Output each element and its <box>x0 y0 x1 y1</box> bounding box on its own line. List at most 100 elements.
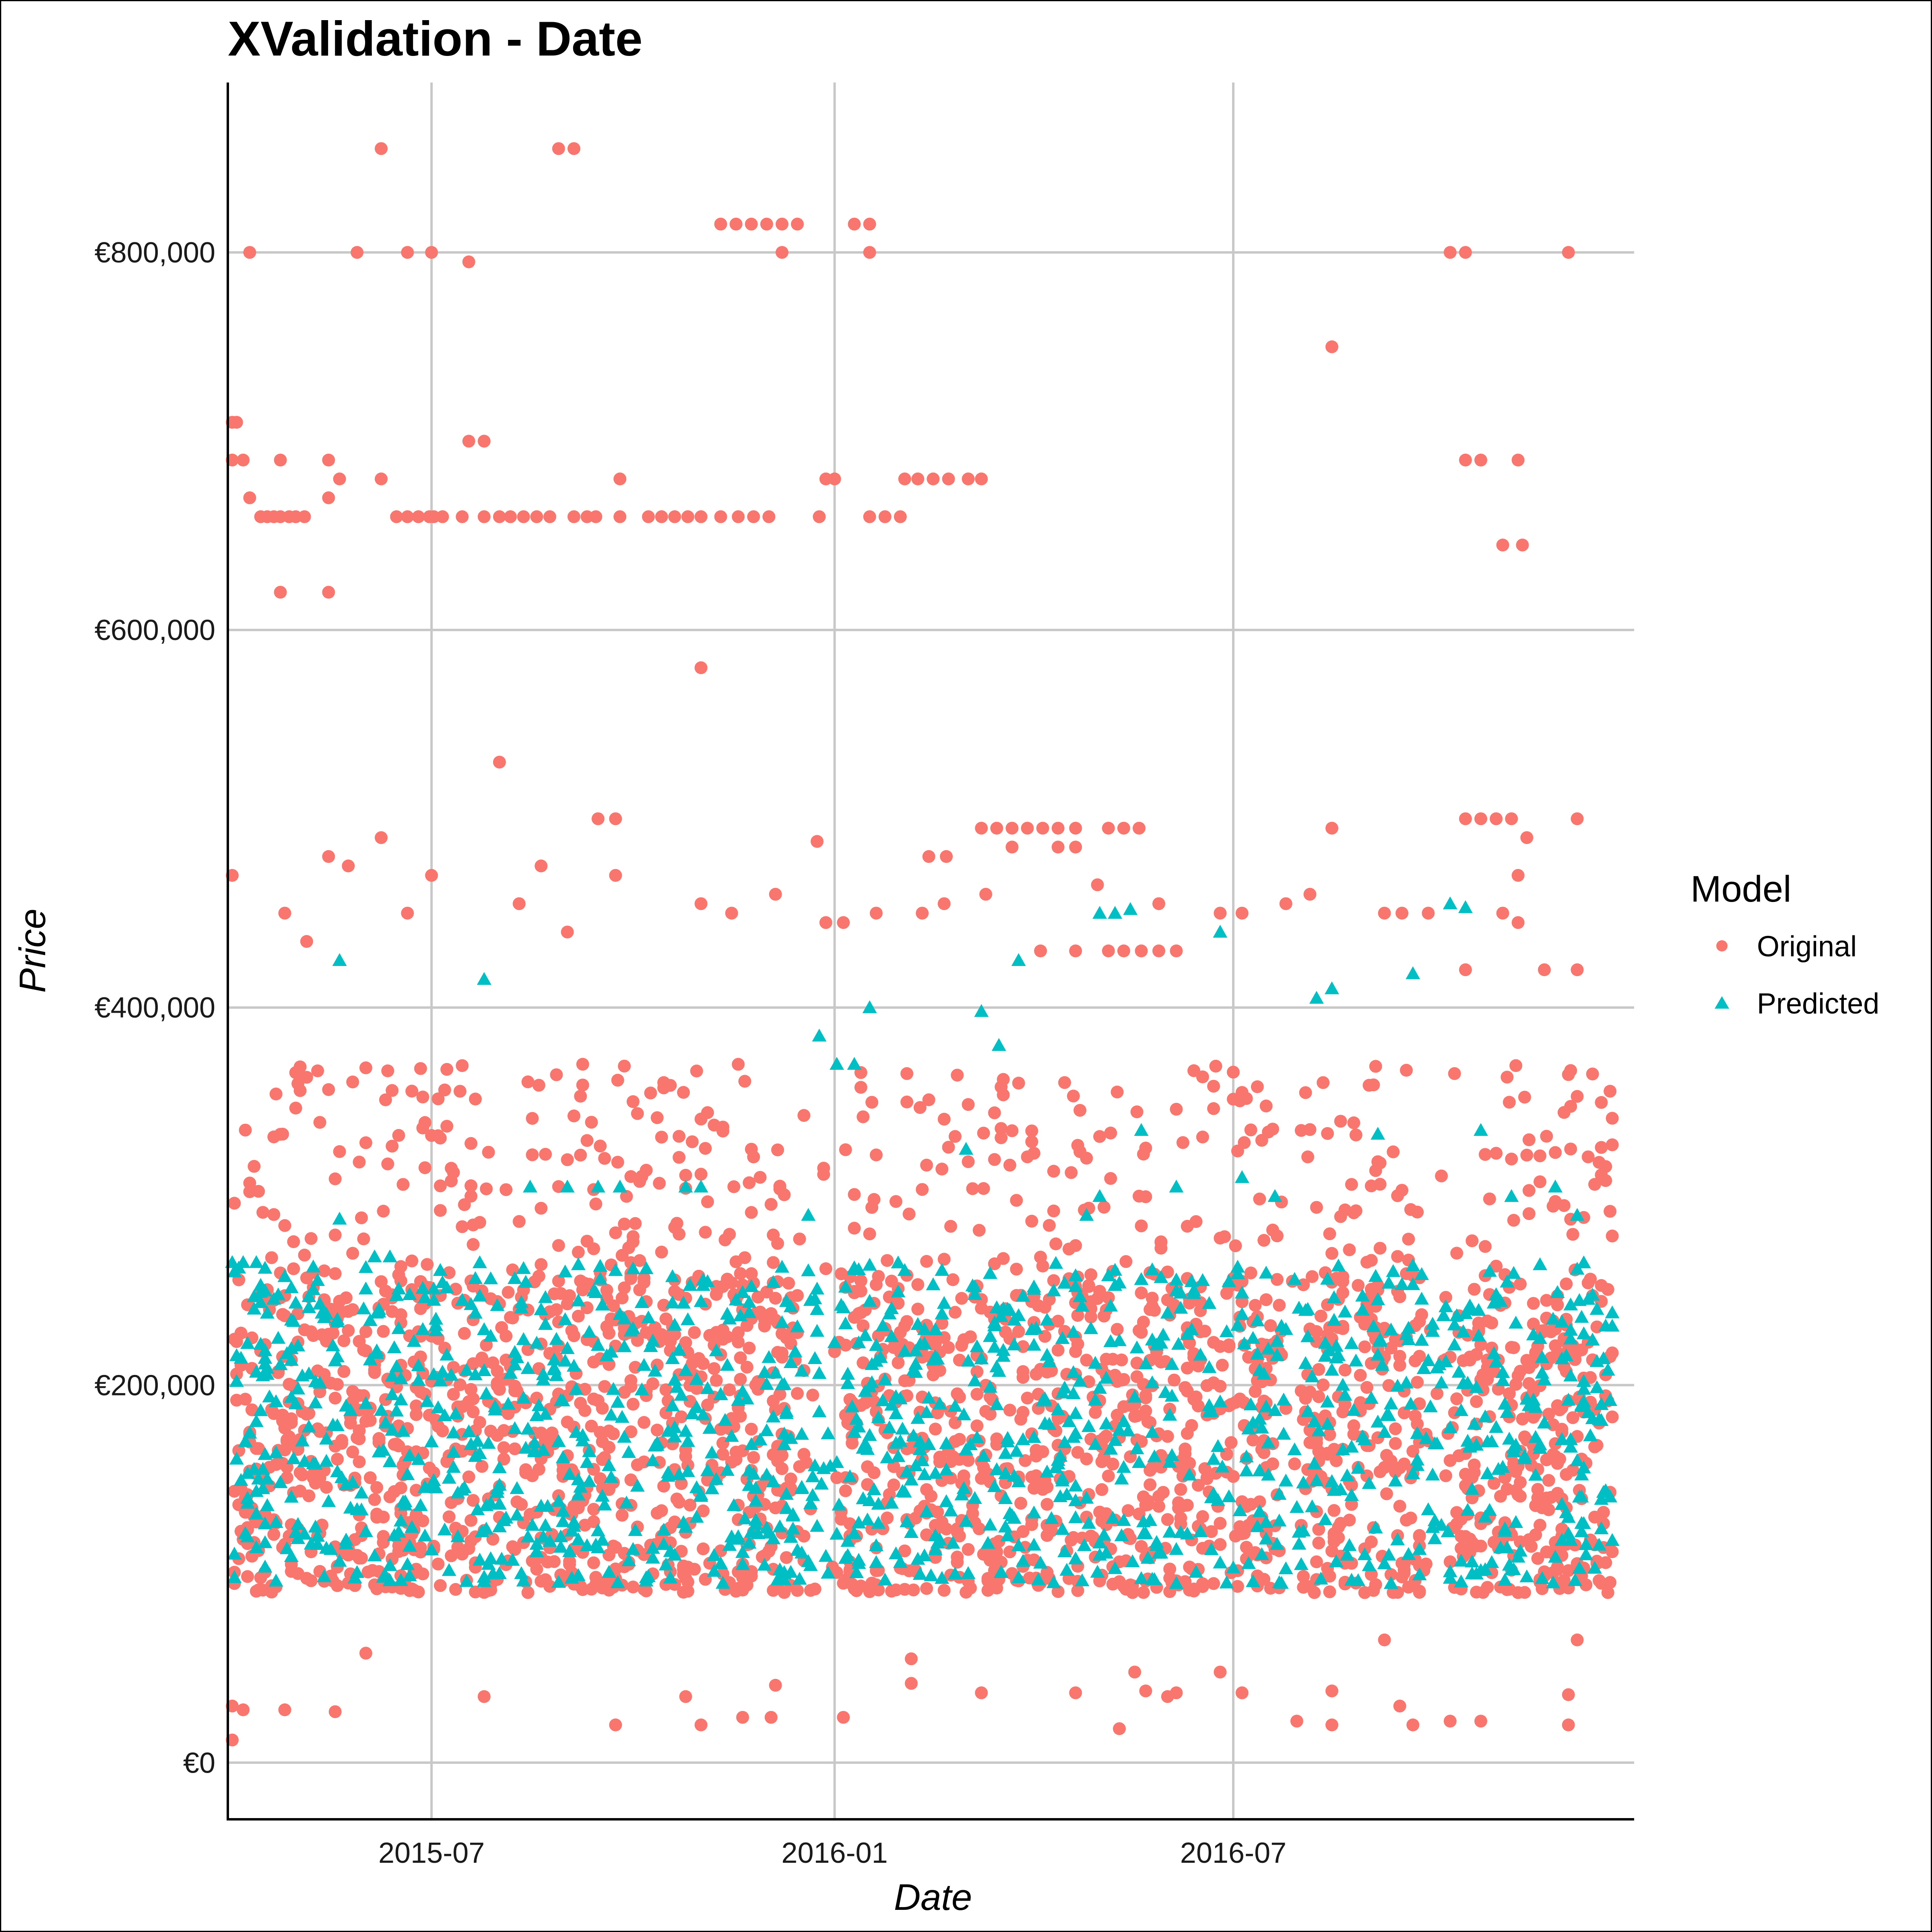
predicted-point <box>308 1519 323 1533</box>
original-point <box>703 1329 716 1342</box>
y-tick-label: €200,000 <box>95 1369 215 1402</box>
predicted-point <box>869 1538 883 1551</box>
original-point <box>927 472 940 485</box>
predicted-point <box>678 1424 693 1437</box>
predicted-point <box>954 1487 969 1501</box>
original-point <box>1110 1408 1124 1422</box>
predicted-point <box>555 1504 570 1517</box>
predicted-point <box>1362 1476 1377 1489</box>
predicted-point <box>1533 1441 1547 1454</box>
original-point <box>425 246 438 259</box>
original-point <box>1069 840 1082 854</box>
original-point <box>561 1416 574 1429</box>
predicted-point <box>1346 1403 1361 1416</box>
predicted-point <box>387 1528 402 1541</box>
predicted-point <box>1116 1414 1131 1427</box>
predicted-point <box>665 1398 680 1412</box>
original-point <box>298 1249 311 1262</box>
predicted-point <box>455 1293 470 1306</box>
predicted-point <box>597 1497 612 1511</box>
original-point <box>1511 454 1525 466</box>
predicted-point <box>367 1548 382 1562</box>
predicted-point <box>998 1491 1013 1504</box>
original-point <box>624 1473 638 1486</box>
original-point <box>1584 1273 1597 1286</box>
predicted-point <box>882 1307 897 1320</box>
predicted-point <box>928 1528 943 1542</box>
predicted-point <box>917 1322 932 1335</box>
original-point <box>278 1703 291 1716</box>
original-point <box>1144 1478 1157 1491</box>
original-point <box>1402 1232 1415 1246</box>
predicted-point <box>1059 1563 1074 1576</box>
predicted-point <box>792 1572 807 1585</box>
original-point <box>898 1319 911 1333</box>
predicted-point <box>983 1329 997 1342</box>
predicted-point <box>718 1413 733 1426</box>
original-point <box>1514 1490 1527 1503</box>
original-point <box>1327 1531 1341 1544</box>
predicted-point <box>593 1271 608 1285</box>
original-point <box>1516 539 1529 552</box>
original-point <box>370 1507 384 1521</box>
original-point <box>469 1092 482 1106</box>
original-point <box>1266 1457 1279 1470</box>
predicted-point <box>1362 1558 1377 1571</box>
legend-label-original: Original <box>1757 931 1857 963</box>
original-point <box>650 1424 664 1437</box>
predicted-point <box>1381 1548 1396 1561</box>
predicted-point <box>510 1481 524 1494</box>
predicted-point <box>508 1421 522 1434</box>
predicted-point <box>429 1323 443 1336</box>
original-point <box>328 1267 342 1280</box>
predicted-point <box>1504 1189 1519 1202</box>
original-point <box>1325 340 1338 353</box>
original-point <box>758 1313 771 1325</box>
original-point <box>598 1380 611 1393</box>
original-point <box>714 510 727 523</box>
predicted-point <box>339 1399 353 1412</box>
predicted-point <box>847 1425 862 1438</box>
predicted-point <box>847 1260 862 1274</box>
original-point <box>1257 1446 1271 1459</box>
predicted-point <box>590 1540 605 1554</box>
predicted-point <box>1202 1296 1217 1309</box>
original-point <box>920 1582 933 1595</box>
predicted-point <box>367 1249 382 1263</box>
original-point <box>885 1274 898 1288</box>
original-point <box>1581 1150 1595 1164</box>
predicted-point <box>842 1469 857 1482</box>
predicted-point <box>689 1510 704 1523</box>
original-point <box>778 1586 791 1599</box>
predicted-point <box>1576 1326 1591 1340</box>
original-point <box>1299 1392 1312 1405</box>
original-point <box>631 1458 644 1472</box>
original-point <box>1297 1278 1310 1291</box>
predicted-point <box>794 1364 809 1377</box>
original-point <box>854 1579 867 1593</box>
predicted-point <box>1320 1395 1335 1408</box>
y-tick-label: €600,000 <box>95 614 215 646</box>
predicted-point <box>472 1255 487 1268</box>
predicted-point <box>1127 1389 1142 1403</box>
original-point <box>1393 1359 1406 1372</box>
predicted-point <box>444 1368 459 1381</box>
original-point <box>1443 1555 1457 1569</box>
predicted-point <box>1331 1348 1346 1361</box>
original-point <box>1135 1540 1148 1553</box>
original-point <box>1551 1487 1564 1500</box>
original-point <box>723 1228 736 1241</box>
predicted-point <box>1434 1518 1449 1531</box>
predicted-point <box>1042 1417 1057 1430</box>
predicted-point <box>1164 1357 1179 1370</box>
predicted-point <box>1386 1264 1401 1277</box>
original-point <box>1522 1207 1536 1220</box>
predicted-point <box>759 1423 774 1437</box>
original-point <box>1194 1296 1207 1309</box>
original-point <box>995 1131 1008 1144</box>
predicted-point <box>1519 1569 1534 1583</box>
original-point <box>1010 1194 1023 1207</box>
original-point <box>673 1288 686 1301</box>
predicted-point <box>569 1425 584 1438</box>
predicted-point <box>1587 1560 1602 1574</box>
